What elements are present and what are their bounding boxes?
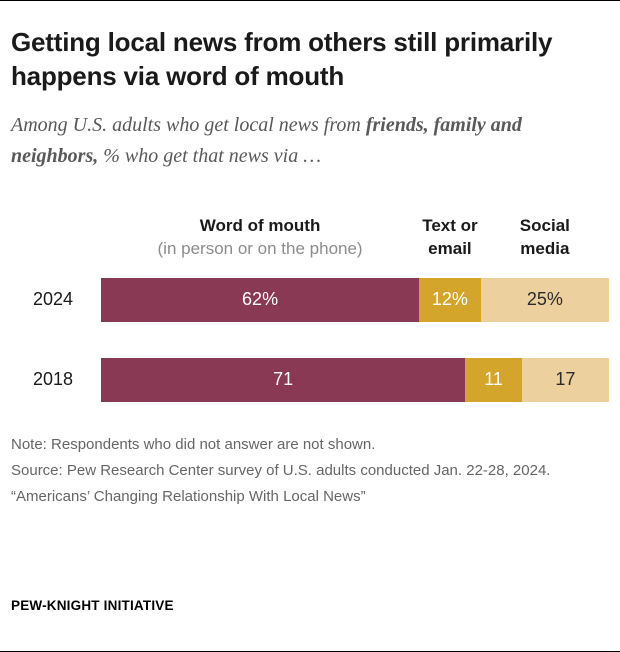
bar-track: 62% 12% 25% (101, 277, 609, 322)
subtitle-bold-phrase: friends, family and neighbors, (11, 113, 522, 167)
column-header-label: Text or email (422, 215, 478, 259)
subtitle-prefix: Among U.S. adults who get local news fro… (11, 113, 366, 136)
bar-track: 71 11 17 (101, 357, 609, 402)
column-header-label: Word of mouth (199, 215, 321, 235)
year-label: 2024 (33, 289, 74, 310)
chart-title: Getting local news from others still pri… (11, 27, 553, 92)
column-header-sublabel: (in person or on the phone) (157, 239, 363, 259)
bar-row: 2018 71 11 17 (11, 357, 609, 402)
note-text: Note: Respondents who did not answer are… (11, 435, 376, 453)
report-title: “Americans’ Changing Relationship With L… (11, 488, 366, 506)
stacked-bar-chart: Word of mouth (in person or on the phone… (11, 214, 609, 402)
chart-footer: Note: Respondents who did not answer are… (11, 434, 567, 508)
bar-value-label: 25% (526, 289, 563, 310)
bar-value-label: 11 (484, 369, 503, 390)
bar-segment-text-or-email: 11 (465, 357, 522, 402)
bar-segment-social-media: 17 (521, 357, 609, 402)
bar-value-label: 71 (273, 369, 294, 390)
chart-rows: 2024 62% 12% 25% 2018 71 11 17 (11, 277, 609, 402)
bar-row: 2024 62% 12% 25% (11, 277, 609, 322)
bar-segment-word-of-mouth: 71 (101, 357, 466, 402)
bar-value-label: 62% (242, 289, 279, 310)
column-header-label: Social media (519, 215, 570, 259)
source-text: Source: Pew Research Center survey of U.… (11, 461, 551, 479)
bar-segment-text-or-email: 12% (419, 277, 481, 322)
column-header-social-media: Social media (510, 214, 580, 262)
bar-value-label: 12% (431, 289, 468, 310)
year-label: 2018 (33, 369, 74, 390)
column-headers: Word of mouth (in person or on the phone… (101, 214, 609, 264)
bar-value-label: 17 (555, 369, 576, 390)
brand-pew-knight: PEW-KNIGHT INITIATIVE (11, 598, 174, 613)
chart-subtitle: Among U.S. adults who get local news fro… (11, 110, 601, 172)
bar-segment-word-of-mouth: 62% (101, 277, 420, 322)
column-header-text-or-email: Text or email (412, 214, 488, 262)
column-header-word-of-mouth: Word of mouth (in person or on the phone… (158, 214, 363, 262)
bar-segment-social-media: 25% (480, 277, 609, 322)
subtitle-suffix: % who get that news via … (98, 144, 322, 167)
